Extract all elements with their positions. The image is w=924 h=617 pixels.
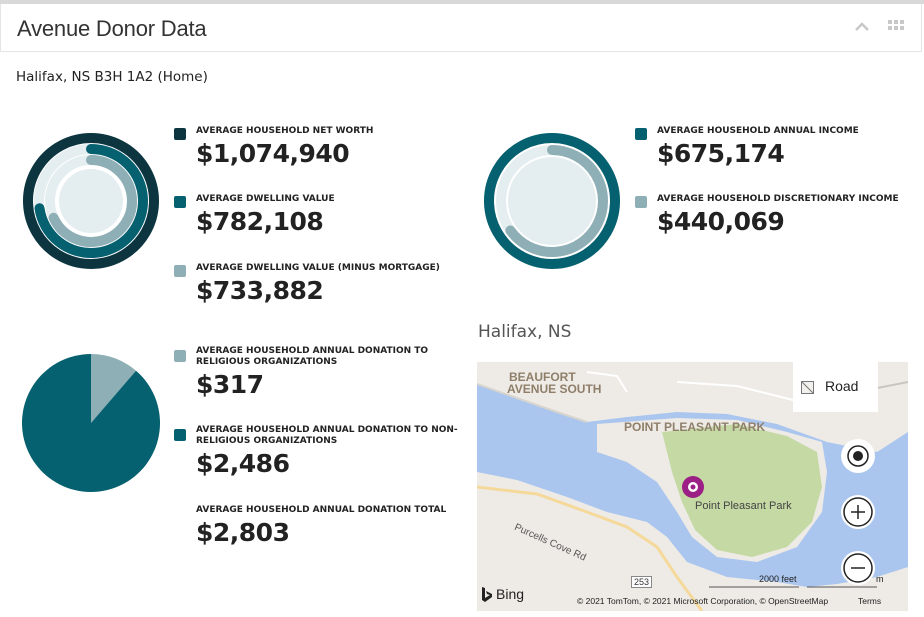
- address-label: Halifax, NS B3H 1A2 (Home): [16, 69, 208, 85]
- religious-donation-slice: [91, 354, 137, 423]
- map-scale-label: 2000 feet: [759, 574, 797, 584]
- map-style-button[interactable]: Road: [793, 362, 878, 412]
- top-border: [0, 0, 924, 4]
- non-religious-donation-label-line1: AVERAGE HOUSEHOLD ANNUAL DONATION TO NON…: [196, 425, 458, 435]
- ring-center: [59, 169, 123, 233]
- route-shield: 253: [631, 576, 653, 588]
- road-style-icon: [801, 381, 814, 394]
- donation-total-label: AVERAGE HOUSEHOLD ANNUAL DONATION TOTAL: [196, 505, 447, 515]
- non-religious-donation-label-line2: RELIGIOUS ORGANIZATIONS: [196, 436, 338, 446]
- map-title: Halifax, NS: [478, 322, 572, 342]
- income-radial-chart: [484, 133, 620, 269]
- grid-icon[interactable]: [887, 18, 905, 36]
- religious-donation-value: $317: [196, 370, 264, 399]
- annual-income-value: $675,174: [657, 139, 785, 168]
- zoom-in-button[interactable]: [841, 495, 875, 529]
- annual-income-swatch: [635, 128, 647, 140]
- dwelling-minus-mortgage-arc: [48, 155, 137, 247]
- map-style-label: Road: [825, 378, 859, 394]
- religious-donation-label-line1: AVERAGE HOUSEHOLD ANNUAL DONATION TO: [196, 346, 429, 356]
- map-scale-unit: m: [876, 574, 884, 584]
- dwelling-value-value: $782,108: [196, 207, 324, 236]
- discretionary-income-swatch: [635, 196, 647, 208]
- discretionary-income-arc: [505, 145, 608, 257]
- bing-icon: [482, 587, 492, 602]
- dwelling-value-swatch: [174, 196, 186, 208]
- page-title: Avenue Donor Data: [17, 16, 207, 41]
- annual-income-label: AVERAGE HOUSEHOLD ANNUAL INCOME: [657, 126, 859, 136]
- net-worth-radial-chart: [23, 133, 159, 269]
- dwelling-minus-mortgage-value: $733,882: [196, 276, 324, 305]
- non-religious-donation-label: AVERAGE HOUSEHOLD ANNUAL DONATION TO NON…: [196, 425, 466, 447]
- chevron-up-icon[interactable]: [853, 18, 871, 36]
- dwelling-minus-mortgage-swatch: [174, 265, 186, 277]
- net-worth-label: AVERAGE HOUSEHOLD NET WORTH: [196, 126, 374, 136]
- non-religious-donation-swatch: [174, 429, 186, 441]
- dwelling-value-label: AVERAGE DWELLING VALUE: [196, 194, 335, 204]
- religious-donation-label-line2: RELIGIOUS ORGANIZATIONS: [196, 357, 338, 367]
- locate-icon: [847, 445, 869, 467]
- panel-header: Avenue Donor Data: [0, 4, 922, 52]
- net-worth-value: $1,074,940: [196, 139, 350, 168]
- net-worth-swatch: [174, 128, 186, 140]
- zoom-in-icon: [843, 497, 873, 527]
- non-religious-donation-slice: [22, 354, 160, 492]
- map-graphic[interactable]: [477, 362, 908, 611]
- bing-label: Bing: [496, 586, 525, 602]
- map-label-park-area: POINT PLEASANT PARK: [624, 420, 766, 434]
- map-terms-link[interactable]: Terms: [858, 596, 882, 606]
- park-area: [662, 424, 822, 557]
- donation-total-value: $2,803: [196, 518, 290, 547]
- religious-donation-swatch: [174, 350, 186, 362]
- map-label-beaufort-2: AVENUE SOUTH: [507, 382, 602, 396]
- religious-donation-label: AVERAGE HOUSEHOLD ANNUAL DONATION TO REL…: [196, 346, 466, 368]
- donations-pie-chart: [22, 354, 160, 492]
- annual-income-arc: [484, 133, 620, 269]
- map-attribution: © 2021 TomTom, © 2021 Microsoft Corporat…: [577, 596, 829, 606]
- zoom-out-icon: [843, 553, 873, 583]
- zoom-out-button[interactable]: [841, 551, 875, 585]
- map-view[interactable]: BEAUFORT AVENUE SOUTH POINT PLEASANT PAR…: [477, 362, 908, 611]
- dwelling-minus-mortgage-label: AVERAGE DWELLING VALUE (MINUS MORTGAGE): [196, 263, 440, 273]
- dwelling-value-arc: [34, 144, 148, 258]
- map-label-beaufort-1: BEAUFORT: [509, 370, 576, 384]
- discretionary-income-value: $440,069: [657, 207, 785, 236]
- non-religious-donation-value: $2,486: [196, 449, 290, 478]
- locate-me-button[interactable]: [841, 439, 875, 473]
- net-worth-arc: [23, 133, 159, 269]
- discretionary-income-label: AVERAGE HOUSEHOLD DISCRETIONARY INCOME: [657, 194, 899, 204]
- income-center: [508, 157, 596, 245]
- map-label-park-pin: Point Pleasant Park: [695, 500, 792, 512]
